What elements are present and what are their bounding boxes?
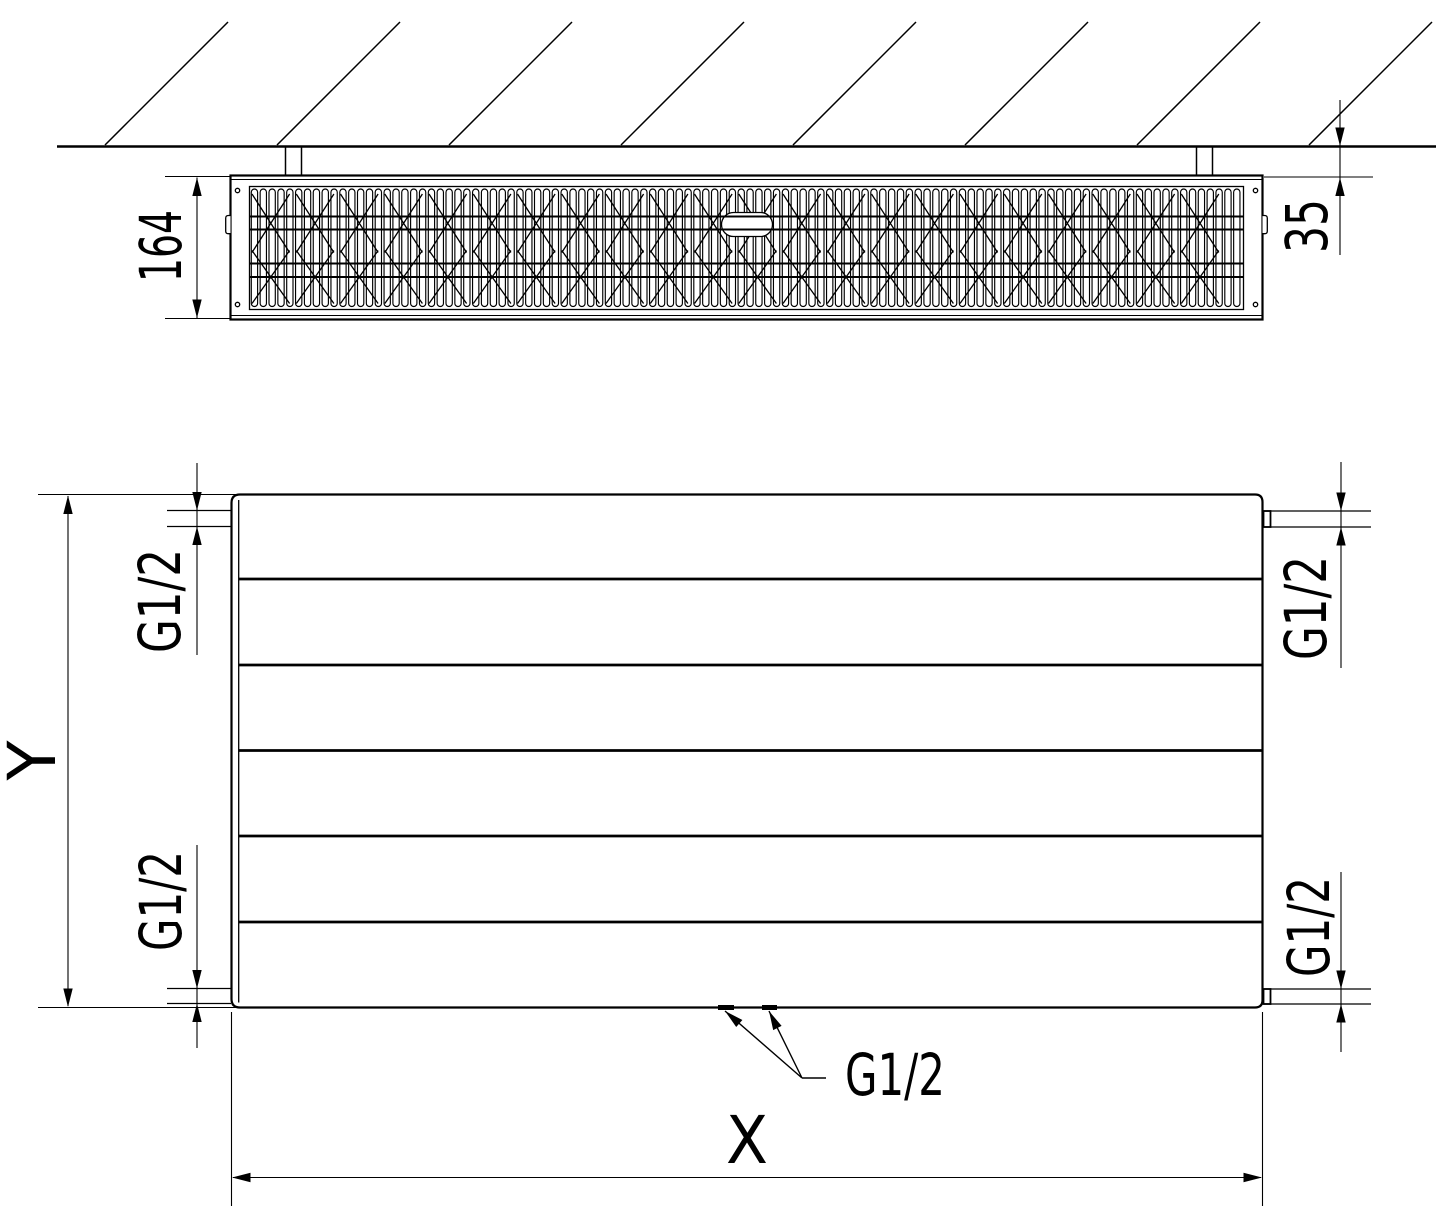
arrowhead-icon [1336, 527, 1346, 546]
dimension-conn-bottom-left: G1/2 [127, 845, 202, 1048]
arrowhead-icon [63, 495, 73, 514]
arrowhead-icon [192, 970, 202, 989]
screw-icon [1252, 301, 1259, 308]
arrowhead-icon [1335, 177, 1345, 196]
screw-icon [1252, 187, 1259, 194]
side-tab-left [225, 214, 231, 235]
dimension-wall-gap-35: 35 [1264, 100, 1373, 255]
panel-slat-lines [239, 577, 1262, 924]
side-tab-right [1262, 214, 1268, 235]
conn-top-right-label: G1/2 [1272, 556, 1340, 660]
radiator-front-view [167, 493, 1371, 1010]
arrowhead-icon [725, 1011, 743, 1027]
arrowhead-icon [192, 526, 202, 545]
port-stub-top-right [1262, 510, 1272, 528]
screw-icon [234, 301, 241, 308]
dimension-conn-top-left: G1/2 [126, 463, 202, 655]
arrowhead-icon [232, 1172, 251, 1183]
water-channel-lines [250, 215, 1243, 278]
dimension-conn-top-right: G1/2 [1272, 462, 1346, 668]
dimension-height-Y: Y [0, 493, 246, 1009]
arrowhead-icon [192, 177, 202, 196]
arrowhead-icon [192, 492, 202, 511]
arrowhead-icon [1243, 1172, 1262, 1183]
conn-top-left-label: G1/2 [126, 549, 194, 653]
mounting-brackets [284, 147, 1214, 176]
arrowhead-icon [1335, 127, 1345, 146]
connection-ports [167, 509, 1371, 1010]
arrowhead-icon [769, 1011, 782, 1031]
depth-dim-label: 164 [127, 210, 195, 282]
conn-bottom-left-label: G1/2 [127, 851, 195, 951]
arrowhead-icon [1336, 492, 1346, 511]
port-stub-bottom-right [1262, 988, 1272, 1005]
end-cap-screws [234, 187, 1259, 308]
arrowhead-icon [1336, 970, 1346, 989]
convector-fins [250, 188, 1241, 308]
dimension-conn-bottom-right: G1/2 [1275, 872, 1346, 1052]
width-dim-label: X [726, 1102, 768, 1179]
conn-bottom-right-label: G1/2 [1275, 877, 1343, 977]
wall-hatching [104, 21, 1433, 146]
arrowhead-icon [63, 988, 73, 1007]
arrowhead-icon [1336, 1004, 1346, 1023]
height-dim-label: Y [0, 740, 71, 782]
wall-section [57, 21, 1436, 148]
wall-gap-dim-label: 35 [1273, 199, 1341, 253]
radiator-top-view [225, 174, 1268, 321]
top-view-outer-shell [229, 174, 1264, 321]
arrowhead-icon [192, 299, 202, 318]
leader-conn-bottom-center: G1/2 [724, 1010, 945, 1109]
conn-bottom-center-label: G1/2 [845, 1041, 945, 1109]
arrowhead-icon [192, 1003, 202, 1022]
screw-icon [234, 187, 241, 194]
dimension-depth-164: 164 [127, 175, 230, 320]
convector-grille-frame [248, 185, 1245, 311]
dimension-width-X: X [230, 1012, 1264, 1206]
